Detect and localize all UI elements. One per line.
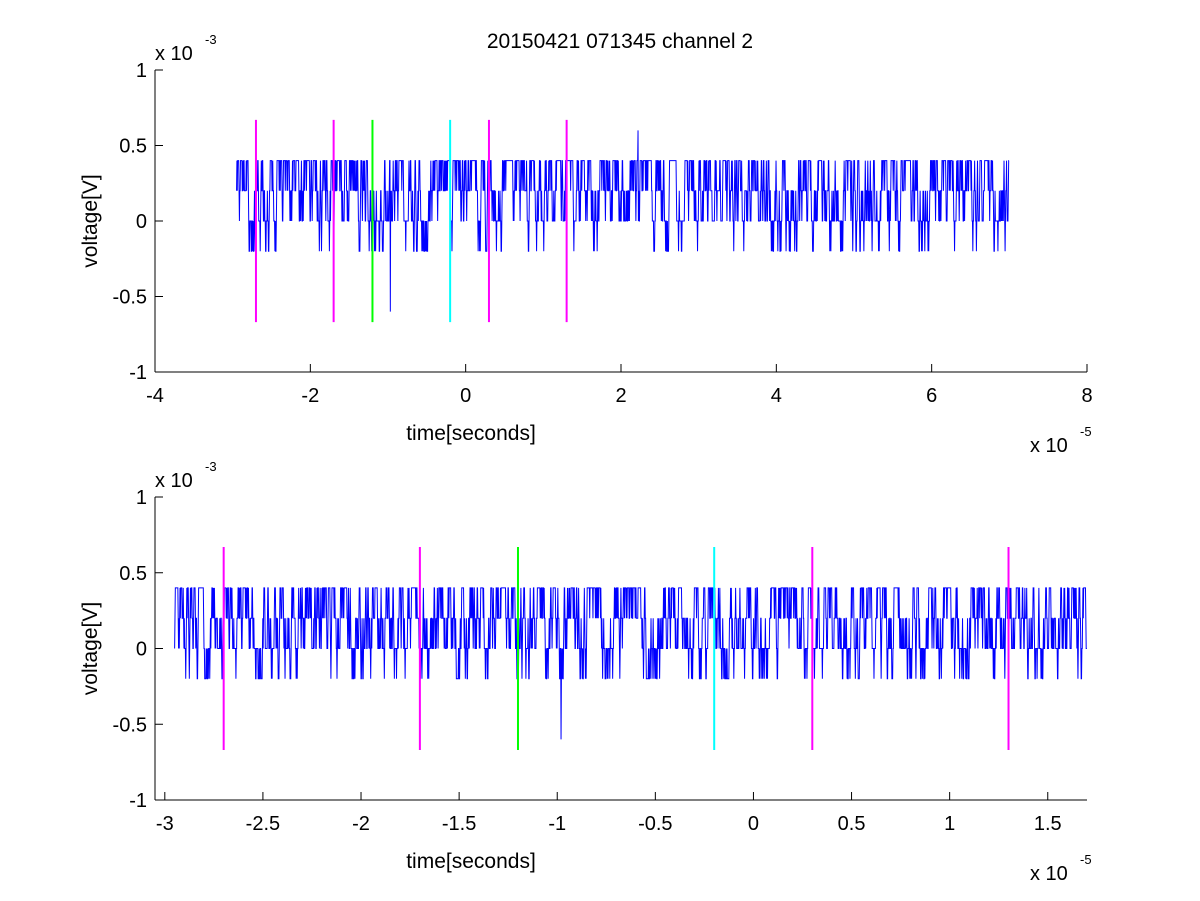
y-tick-label: 0.5 [119,136,147,158]
y-tick-label: 0.5 [119,563,147,585]
x-tick-label: -2 [301,385,319,407]
y-exponent-power: -3 [205,32,217,47]
x-tick-label: 1 [944,813,955,835]
x-tick-label: -1.5 [442,813,476,835]
x-exponent-label: x 10 [1030,435,1068,457]
x-tick-label: -3 [156,813,174,835]
y-exponent-label: x 10 [155,43,193,65]
x-tick-label: 0 [460,385,471,407]
x-exponent-power: -5 [1080,424,1092,439]
y-tick-label: -1 [129,362,147,384]
y-tick-label: 0 [136,211,147,233]
x-axis-label: time[seconds] [406,422,536,445]
y-exponent-label: x 10 [155,470,193,492]
x-tick-label: -0.5 [638,813,672,835]
figure-title: 20150421 071345 channel 2 [487,30,753,53]
x-tick-label: 6 [926,385,937,407]
x-tick-label: -4 [146,385,164,407]
y-tick-label: -0.5 [113,287,147,309]
y-tick-label: -0.5 [113,714,147,736]
x-tick-label: 8 [1081,385,1092,407]
y-tick-label: 1 [136,60,147,82]
x-exponent-label: x 10 [1030,863,1068,885]
y-tick-label: 0 [136,639,147,661]
y-tick-label: -1 [129,790,147,812]
y-exponent-power: -3 [205,459,217,474]
y-tick-label: 1 [136,487,147,509]
voltage-trace [174,587,1087,740]
x-tick-label: 4 [771,385,782,407]
x-tick-label: -2.5 [246,813,280,835]
x-tick-label: 0.5 [838,813,866,835]
x-tick-label: 1.5 [1034,813,1062,835]
x-axis-label: time[seconds] [406,850,536,873]
x-exponent-power: -5 [1080,852,1092,867]
y-axis-label: voltage[V] [79,602,102,695]
x-tick-label: 2 [615,385,626,407]
bottom-plot: -3 -2.5 -2 -1.5 -1 -0.5 0 0.5 1 1.5 -1 -0.5 0 0.5 1 x 1… [79,459,1092,885]
y-axis-label: voltage[V] [79,174,102,267]
voltage-trace [236,130,1010,312]
x-tick-label: -2 [352,813,370,835]
top-plot: -4 -2 0 2 4 6 8 -1 -0.5 0 0.5 1 x 10 -3 x 10 -5 time[sec… [79,32,1093,457]
x-tick-label: 0 [748,813,759,835]
x-tick-label: -1 [548,813,566,835]
